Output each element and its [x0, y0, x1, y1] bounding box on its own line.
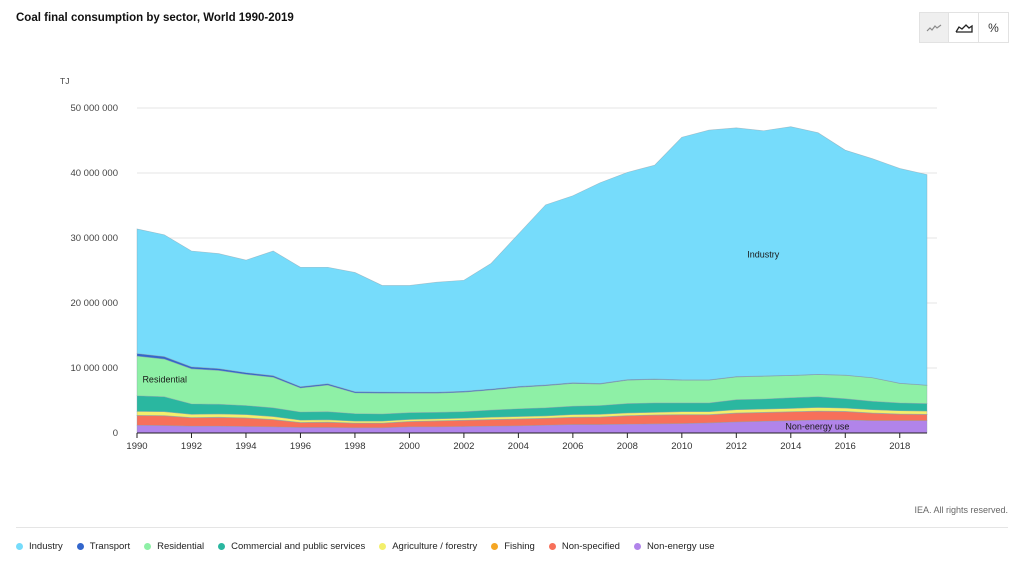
legend-dot	[218, 543, 226, 550]
x-tick-label: 1996	[290, 441, 311, 452]
x-tick-label: 1994	[235, 441, 256, 452]
legend-label: Non-energy use	[646, 541, 715, 552]
legend-dot	[379, 543, 387, 550]
x-tick-label: 2008	[617, 441, 638, 452]
legend-dot	[144, 543, 152, 550]
legend-label: Transport	[89, 541, 131, 552]
x-tick-label: 2016	[835, 441, 856, 452]
legend-item-industry[interactable]: Industry	[16, 541, 63, 552]
legend-item-non-energy-use[interactable]: Non-energy use	[633, 541, 715, 552]
legend-item-residential[interactable]: Residential	[144, 541, 204, 552]
x-tick-label: 2004	[508, 441, 529, 452]
legend-dot	[491, 543, 499, 550]
legend-label: Commercial and public services	[231, 541, 366, 552]
axes: 0 10 000 000 20 000 000 30 000 000 40 000 00…	[60, 76, 927, 452]
y-tick-label: 40 000 000	[70, 168, 118, 179]
legend-item-non-specified[interactable]: Non-specified	[548, 541, 620, 552]
x-tick-label: 1992	[181, 441, 202, 452]
x-tick-label: 1998	[344, 441, 365, 452]
annotation-non-energy-use: Non-energy use	[785, 422, 849, 432]
x-tick-label: 2012	[726, 441, 747, 452]
legend-dot	[633, 543, 641, 550]
legend-label: Fishing	[504, 541, 535, 552]
area-chart-button[interactable]	[949, 12, 979, 43]
area-industry	[136, 126, 928, 393]
y-tick-label: 0	[113, 428, 118, 439]
area-chart-icon	[954, 23, 973, 33]
legend-item-transport[interactable]: Transport	[76, 541, 131, 552]
chart-legend: Industry Transport Residential Commercial a…	[16, 541, 729, 552]
annotations: Industry Residential Non-energy use	[142, 249, 849, 431]
legend-label: Residential	[157, 541, 205, 552]
percent-icon: %	[988, 20, 999, 35]
chart-title: Coal final consumption by sector, World …	[16, 12, 294, 24]
area-series	[136, 126, 928, 434]
percent-button[interactable]: %	[979, 12, 1009, 43]
y-tick-label: 50 000 000	[70, 103, 118, 114]
x-tick-label: 2006	[562, 441, 583, 452]
stacked-area-chart: 0 10 000 000 20 000 000 30 000 000 40 000 00…	[60, 76, 937, 452]
legend-item-commercial-and-public-services[interactable]: Commercial and public services	[218, 541, 365, 552]
legend-dot	[548, 543, 556, 550]
x-tick-label: 2010	[671, 441, 692, 452]
x-tick-label: 2002	[453, 441, 474, 452]
x-tick-label: 2014	[780, 441, 801, 452]
y-tick-label: 20 000 000	[70, 298, 118, 309]
legend-item-agriculture-forestry[interactable]: Agriculture / forestry	[379, 541, 477, 552]
legend-item-fishing[interactable]: Fishing	[491, 541, 535, 552]
annotation-industry: Industry	[747, 249, 780, 259]
chart-type-toolbar: %	[919, 12, 1009, 43]
legend-divider	[16, 527, 1008, 528]
x-tick-label: 2000	[399, 441, 420, 452]
x-tick-label: 1990	[126, 441, 147, 452]
copyright-note: IEA. All rights reserved.	[914, 505, 1008, 515]
legend-label: Industry	[29, 541, 63, 552]
annotation-residential: Residential	[142, 375, 187, 385]
legend-label: Non-specified	[561, 541, 620, 552]
y-unit-label: TJ	[60, 76, 69, 86]
y-tick-label: 30 000 000	[70, 233, 118, 244]
line-chart-icon	[926, 24, 942, 31]
x-tick-label: 2018	[889, 441, 910, 452]
legend-label: Agriculture / forestry	[392, 541, 478, 552]
line-chart-button[interactable]	[919, 12, 949, 43]
legend-dot	[76, 543, 84, 550]
legend-dot	[16, 543, 23, 550]
y-tick-label: 10 000 000	[70, 363, 118, 374]
